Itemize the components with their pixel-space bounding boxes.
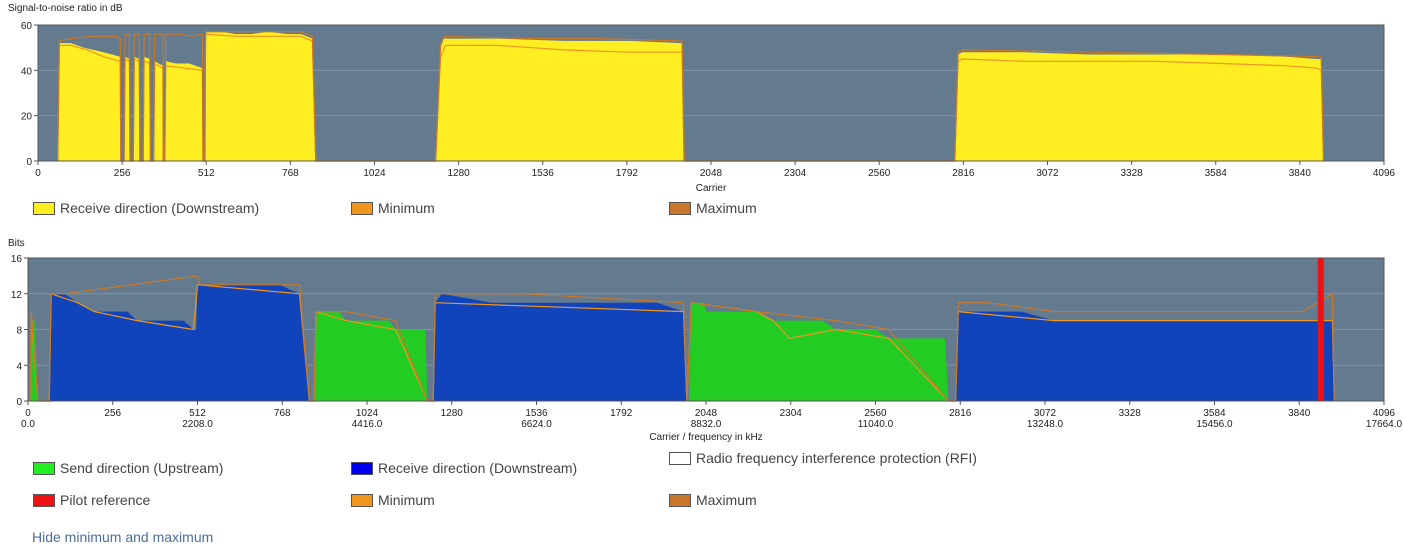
x-tick-label: 3840: [1288, 408, 1311, 419]
x-tick-label-khz: 2208.0: [182, 419, 213, 430]
y-tick-label: 16: [11, 254, 23, 265]
legend-downstream-snr[interactable]: Receive direction (Downstream): [33, 200, 259, 216]
x-tick-label: 2816: [949, 408, 972, 419]
legend-label: Maximum: [696, 492, 757, 508]
legend-swatch: [351, 462, 373, 475]
legend-swatch: [351, 202, 373, 215]
x-tick-label: 256: [114, 168, 131, 179]
x-tick-label: 2048: [700, 168, 723, 179]
x-tick-label: 1792: [616, 168, 639, 179]
x-tick-label: 768: [274, 408, 291, 419]
x-tick-label: 1536: [532, 168, 555, 179]
x-tick-label-khz: 8832.0: [691, 419, 722, 430]
y-tick-label: 4: [16, 361, 22, 372]
pilot-reference-marker: [1317, 258, 1324, 401]
legend-swatch: [33, 494, 55, 507]
legend-label: Receive direction (Downstream): [378, 460, 578, 476]
legend-label: Minimum: [378, 200, 435, 216]
legend-swatch: [33, 202, 55, 215]
x-tick-label: 3328: [1119, 408, 1142, 419]
x-tick-label: 1024: [363, 168, 386, 179]
legend-label: Minimum: [378, 492, 435, 508]
series-area-receive-direction-downstream-: [57, 31, 1324, 161]
legend-label: Pilot reference: [60, 492, 151, 508]
x-axis-title: Carrier: [696, 183, 727, 194]
y-tick-label: 8: [16, 326, 22, 337]
bits-y-axis-title: Bits: [8, 238, 25, 249]
x-tick-label: 2304: [780, 408, 803, 419]
legend-upstream[interactable]: Send direction (Upstream): [33, 460, 223, 476]
legend-rfi[interactable]: Radio frequency interference protection …: [669, 450, 996, 468]
x-tick-label: 2304: [784, 168, 807, 179]
legend-swatch: [669, 452, 691, 465]
x-tick-label: 0: [35, 168, 41, 179]
x-tick-label: 2560: [868, 168, 891, 179]
x-tick-label: 1280: [441, 408, 464, 419]
x-tick-label: 4096: [1373, 168, 1396, 179]
legend-swatch: [351, 494, 373, 507]
legend-maximum-snr[interactable]: Maximum: [669, 200, 757, 216]
snr-chart: 0 20 40 60 0 256 512 768 1024 1280 1536 1792 2048 230…: [21, 21, 1396, 194]
x-tick-label: 3328: [1121, 168, 1144, 179]
legend-label: Receive direction (Downstream): [60, 200, 260, 216]
legend-pilot-reference[interactable]: Pilot reference: [33, 492, 150, 508]
x-tick-label: 1280: [448, 168, 471, 179]
legend-minimum-snr[interactable]: Minimum: [351, 200, 435, 216]
x-tick-label: 4096: [1373, 408, 1396, 419]
legend-downstream-bits[interactable]: Receive direction (Downstream): [351, 460, 577, 476]
x-tick-label: 2048: [695, 408, 718, 419]
x-tick-label: 512: [198, 168, 215, 179]
legend-label: Maximum: [696, 200, 757, 216]
x-tick-label: 1536: [525, 408, 548, 419]
y-tick-label: 12: [11, 290, 23, 301]
x-tick-label: 1792: [610, 408, 633, 419]
x-tick-label: 3584: [1203, 408, 1226, 419]
x-tick-label: 3584: [1205, 168, 1228, 179]
series-area-receive-direction-downstream-: [49, 284, 1335, 401]
x-tick-label: 1024: [356, 408, 379, 419]
y-tick-label: 0: [16, 397, 22, 408]
x-tick-label: 768: [282, 168, 299, 179]
x-axis-title: Carrier / frequency in kHz: [649, 432, 762, 443]
x-tick-label: 256: [104, 408, 121, 419]
legend-swatch: [669, 494, 691, 507]
y-tick-label: 40: [21, 66, 33, 77]
legend-swatch: [669, 202, 691, 215]
x-tick-label: 3072: [1034, 408, 1057, 419]
x-tick-label-khz: 15456.0: [1196, 419, 1233, 430]
series-area-send-direction-upstream-: [30, 302, 949, 401]
x-tick-label-khz: 6624.0: [521, 419, 552, 430]
x-tick-label-khz: 13248.0: [1027, 419, 1064, 430]
series-line-maximum: [57, 31, 1325, 162]
x-tick-label-khz: 17664.0: [1366, 419, 1403, 430]
y-tick-label: 0: [26, 157, 32, 168]
series-line-maximum: [29, 275, 1335, 402]
legend-minimum-bits[interactable]: Minimum: [351, 492, 435, 508]
x-tick-label: 2816: [952, 168, 975, 179]
hide-min-max-link[interactable]: Hide minimum and maximum: [32, 529, 214, 545]
y-tick-label: 20: [21, 112, 33, 123]
x-tick-label: 2560: [864, 408, 887, 419]
x-tick-label: 3072: [1036, 168, 1059, 179]
legend-swatch: [33, 462, 55, 475]
x-tick-label: 512: [189, 408, 206, 419]
x-tick-label: 0: [25, 408, 31, 419]
x-tick-label-khz: 4416.0: [352, 419, 383, 430]
x-tick-label-khz: 11040.0: [858, 419, 894, 430]
legend-label: Radio frequency interference protection …: [696, 450, 977, 466]
x-tick-label-khz: 0.0: [21, 419, 35, 430]
y-tick-label: 60: [21, 21, 33, 32]
legend-maximum-bits[interactable]: Maximum: [669, 492, 757, 508]
x-tick-label: 3840: [1289, 168, 1312, 179]
legend-label: Send direction (Upstream): [60, 460, 224, 476]
snr-y-axis-title: Signal-to-noise ratio in dB: [8, 3, 123, 14]
